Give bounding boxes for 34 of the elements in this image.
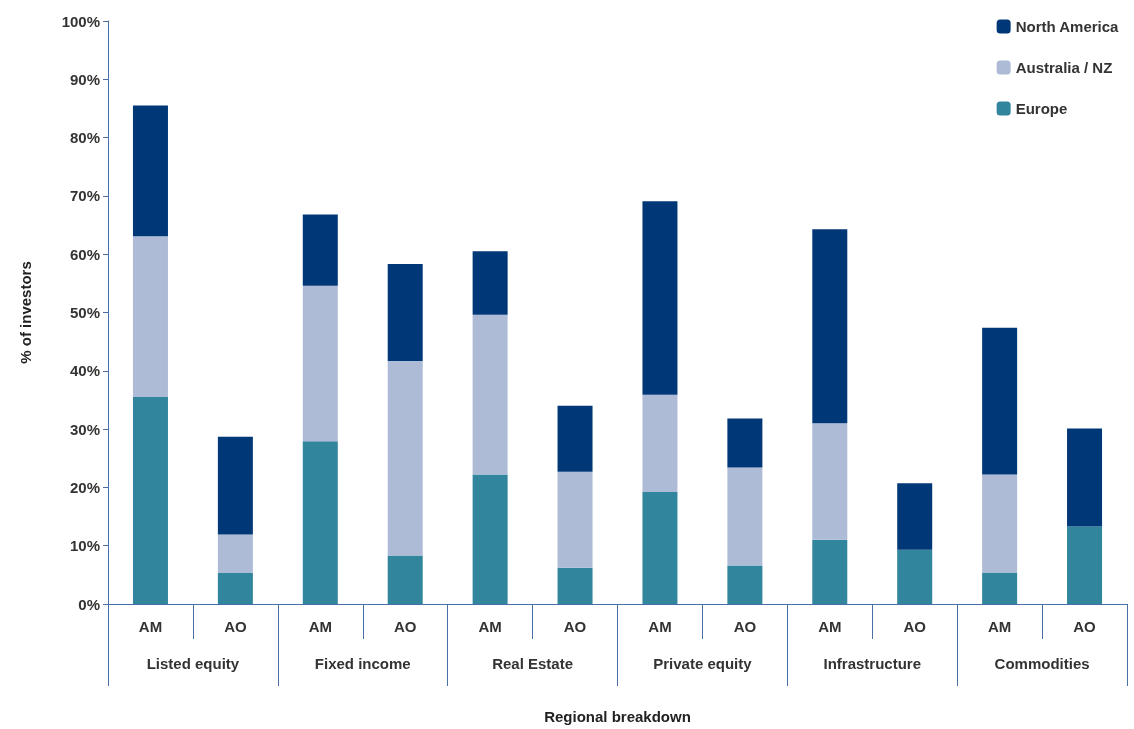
- text: Private equity: [653, 655, 753, 672]
- y-tick-label: 10%: [69, 537, 100, 555]
- x-tick-label: AM: [987, 618, 1012, 635]
- x-axis-title: Regional breakdown: [544, 708, 691, 725]
- text: Commodities: [994, 655, 1090, 672]
- y-tick-label: 100%: [61, 12, 100, 30]
- legend-label: North America: [1015, 18, 1120, 35]
- y-tick-label: 80%: [69, 129, 100, 147]
- y-tick-label: 40%: [69, 362, 100, 380]
- text: Listed equity: [146, 655, 240, 672]
- x-tick-label: AM: [648, 618, 672, 635]
- y-tick-label: 30%: [69, 420, 100, 438]
- x-tick-label: AO: [1073, 618, 1097, 635]
- y-tick-label: 90%: [69, 70, 100, 88]
- text: Infrastructure: [823, 655, 922, 672]
- y-tick-label: 20%: [69, 478, 100, 496]
- legend-label: Europe: [1015, 100, 1068, 117]
- x-tick-label: AO: [393, 618, 417, 635]
- y-tick-label: 70%: [69, 187, 100, 205]
- x-tick-label: AM: [478, 618, 502, 635]
- x-tick-label: AM: [818, 618, 842, 635]
- y-tick-label: 50%: [69, 304, 100, 321]
- text: Real Estate: [492, 655, 574, 672]
- y-tick-label: 0%: [78, 595, 100, 613]
- y-tick-label: 60%: [69, 245, 100, 263]
- legend-label: Australia / NZ: [1015, 59, 1113, 76]
- x-tick-label: AM: [308, 618, 332, 635]
- y-axis-title: % of investors: [17, 261, 34, 364]
- text: Fixed income: [314, 655, 411, 672]
- x-tick-label: AO: [903, 618, 927, 635]
- x-tick-label: AO: [733, 618, 757, 635]
- x-tick-label: AO: [563, 618, 587, 635]
- x-tick-label: AO: [224, 618, 247, 635]
- x-tick-label: AM: [138, 618, 163, 635]
